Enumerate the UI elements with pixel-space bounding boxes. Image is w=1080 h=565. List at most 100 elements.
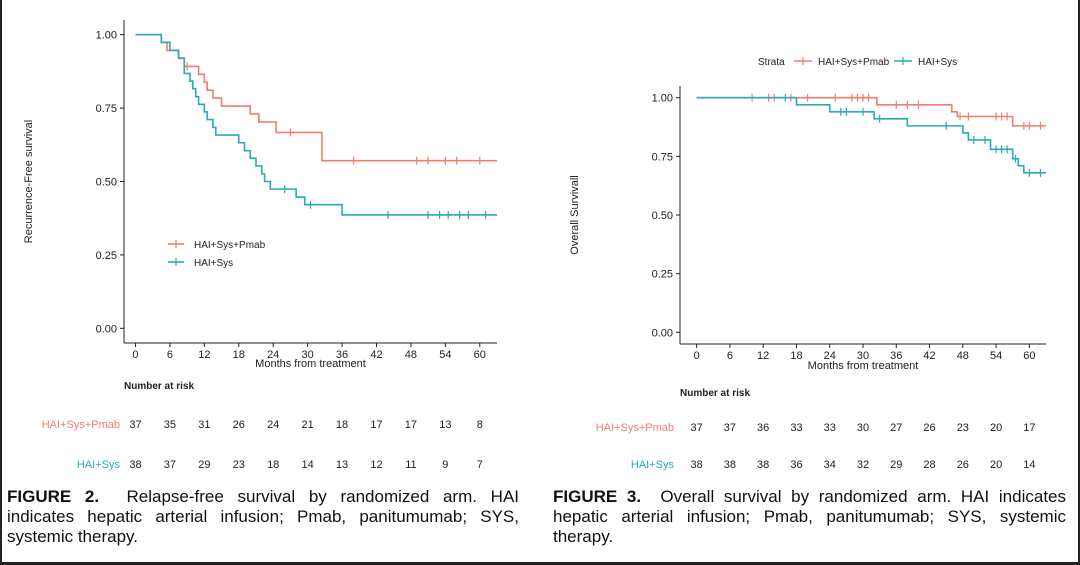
fig3-risk-count-sys: 20 [990, 459, 1002, 471]
fig3-series-line-pmab [696, 96, 1046, 127]
fig2-risk-count-pmab: 26 [233, 419, 245, 431]
figure-2-chart: 0.00 0.25 0.50 0.75 1.00 0 6 12 18 24 30 36 42 48 54 60… [23, 20, 497, 471]
fig2-y-tick-label: 0.00 [96, 323, 117, 335]
fig3-risk-count-sys: 34 [824, 459, 836, 471]
figure-3-chart: 0.00 0.25 0.50 0.75 1.00 0 6 12 18 24 30 36 42 48 54 60… [569, 57, 1046, 471]
fig2-risk-count-pmab: 17 [405, 419, 417, 431]
fig3-x-tick-label: 54 [990, 350, 1002, 362]
fig2-series-line-sys [135, 33, 497, 216]
fig3-x-axis-title: Months from treatment [808, 360, 919, 372]
fig2-risk-count-sys: 11 [405, 459, 416, 471]
fig2-risk-row-label-sys: HAI+Sys [77, 459, 121, 471]
fig2-risk-count-sys: 23 [233, 459, 245, 471]
fig3-risk-count-sys: 28 [923, 459, 935, 471]
fig2-risk-row-label-pmab: HAI+Sys+Pmab [42, 419, 120, 431]
fig2-x-tick-label: 42 [370, 349, 382, 361]
fig2-y-tick-label: 0.25 [96, 250, 117, 262]
fig3-x-tick-label: 12 [757, 350, 769, 362]
fig2-legend-label-pmab: HAI+Sys+Pmab [194, 240, 266, 251]
fig3-risk-count-pmab: 27 [890, 422, 902, 434]
fig2-risk-count-pmab: 8 [477, 419, 483, 431]
fig3-y-tick-label: 0.25 [652, 269, 673, 281]
fig2-y-tick-label: 0.75 [96, 103, 117, 115]
fig2-risk-count-sys: 38 [129, 459, 141, 471]
fig3-risk-count-pmab: 37 [691, 422, 703, 434]
figure-3-label: FIGURE 3. [553, 487, 642, 506]
fig2-x-tick-label: 48 [405, 349, 417, 361]
figure-3-caption: FIGURE 3. Overall survival by randomized… [553, 487, 1066, 547]
fig2-x-tick-label: 24 [267, 349, 279, 361]
fig2-risk-count-sys: 14 [302, 459, 314, 471]
fig2-risk-count-pmab: 17 [370, 419, 382, 431]
fig3-x-tick-label: 18 [790, 350, 802, 362]
fig3-y-axis-title: Overall Survivall [569, 175, 581, 254]
fig3-y-tick-label: 0.75 [652, 151, 673, 163]
fig3-risk-count-sys: 38 [691, 459, 703, 471]
fig2-x-tick-label: 12 [198, 349, 210, 361]
fig2-legend-label-sys: HAI+Sys [194, 258, 233, 269]
fig2-risk-count-pmab: 37 [129, 419, 141, 431]
fig2-risk-count-sys: 9 [442, 459, 448, 471]
fig3-risk-table-title: Number at risk [680, 388, 750, 399]
fig2-risk-count-pmab: 18 [336, 419, 348, 431]
fig2-risk-count-sys: 7 [477, 459, 483, 471]
fig3-risk-count-sys: 38 [724, 459, 736, 471]
fig3-risk-count-pmab: 23 [957, 422, 969, 434]
fig3-risk-count-sys: 32 [857, 459, 869, 471]
fig3-risk-row-label-pmab: HAI+Sys+Pmab [596, 422, 674, 434]
fig3-risk-count-pmab: 20 [990, 422, 1002, 434]
fig2-risk-count-pmab: 31 [198, 419, 210, 431]
fig3-risk-count-sys: 29 [890, 459, 902, 471]
fig2-risk-count-sys: 13 [336, 459, 348, 471]
fig3-y-tick-label: 0.00 [652, 327, 673, 339]
fig2-y-tick-label: 0.50 [96, 177, 117, 189]
fig2-x-axis-title: Months from treatment [255, 358, 366, 370]
fig3-risk-count-pmab: 33 [824, 422, 836, 434]
fig2-risk-count-pmab: 35 [164, 419, 176, 431]
fig2-x-tick-label: 18 [233, 349, 245, 361]
fig2-risk-count-sys: 12 [370, 459, 382, 471]
fig2-risk-table-title: Number at risk [124, 381, 194, 392]
fig3-y-tick-label: 1.00 [652, 93, 673, 105]
fig2-risk-count-sys: 18 [267, 459, 279, 471]
fig2-x-tick-label: 6 [167, 349, 173, 361]
fig2-x-tick-label: 54 [439, 349, 451, 361]
fig2-y-axis-title: Recurrence-Free survival [23, 120, 35, 243]
fig3-x-tick-label: 24 [824, 350, 836, 362]
fig3-risk-count-pmab: 33 [790, 422, 802, 434]
fig2-x-tick-label: 36 [336, 349, 348, 361]
fig3-risk-count-sys: 26 [957, 459, 969, 471]
fig3-y-tick-label: 0.50 [652, 210, 673, 222]
fig2-x-tick-label: 0 [132, 349, 138, 361]
fig3-risk-row-label-sys: HAI+Sys [631, 459, 675, 471]
fig3-risk-count-sys: 14 [1023, 459, 1035, 471]
fig3-risk-count-sys: 38 [757, 459, 769, 471]
fig3-legend-strata-label: Strata [758, 57, 785, 68]
fig2-risk-count-pmab: 13 [439, 419, 451, 431]
fig2-series-line-pmab [135, 33, 497, 162]
fig3-risk-count-pmab: 17 [1023, 422, 1035, 434]
fig3-x-tick-label: 30 [857, 350, 869, 362]
figure-3-caption-text: Overall survival by randomized arm. HAI … [553, 487, 1066, 546]
fig3-risk-count-pmab: 37 [724, 422, 736, 434]
figure-2-caption: FIGURE 2. Relapse-free survival by rando… [7, 487, 519, 547]
fig3-legend-label-sys: HAI+Sys [918, 57, 957, 68]
fig3-x-tick-label: 0 [694, 350, 700, 362]
fig2-risk-count-pmab: 24 [267, 419, 279, 431]
fig2-x-tick-label: 60 [474, 349, 486, 361]
fig3-risk-count-pmab: 36 [757, 422, 769, 434]
fig2-risk-count-pmab: 21 [302, 419, 314, 431]
fig3-x-tick-label: 60 [1023, 350, 1035, 362]
fig3-x-tick-label: 42 [923, 350, 935, 362]
fig2-y-tick-label: 1.00 [96, 30, 117, 42]
fig3-risk-count-sys: 36 [790, 459, 802, 471]
fig2-risk-count-sys: 29 [198, 459, 210, 471]
fig2-risk-count-sys: 37 [164, 459, 176, 471]
fig3-legend-label-pmab: HAI+Sys+Pmab [818, 57, 890, 68]
fig3-x-tick-label: 6 [727, 350, 733, 362]
fig3-x-tick-label: 48 [957, 350, 969, 362]
fig3-risk-count-pmab: 26 [923, 422, 935, 434]
fig2-x-tick-label: 30 [302, 349, 314, 361]
figure-2-label: FIGURE 2. [7, 487, 100, 506]
